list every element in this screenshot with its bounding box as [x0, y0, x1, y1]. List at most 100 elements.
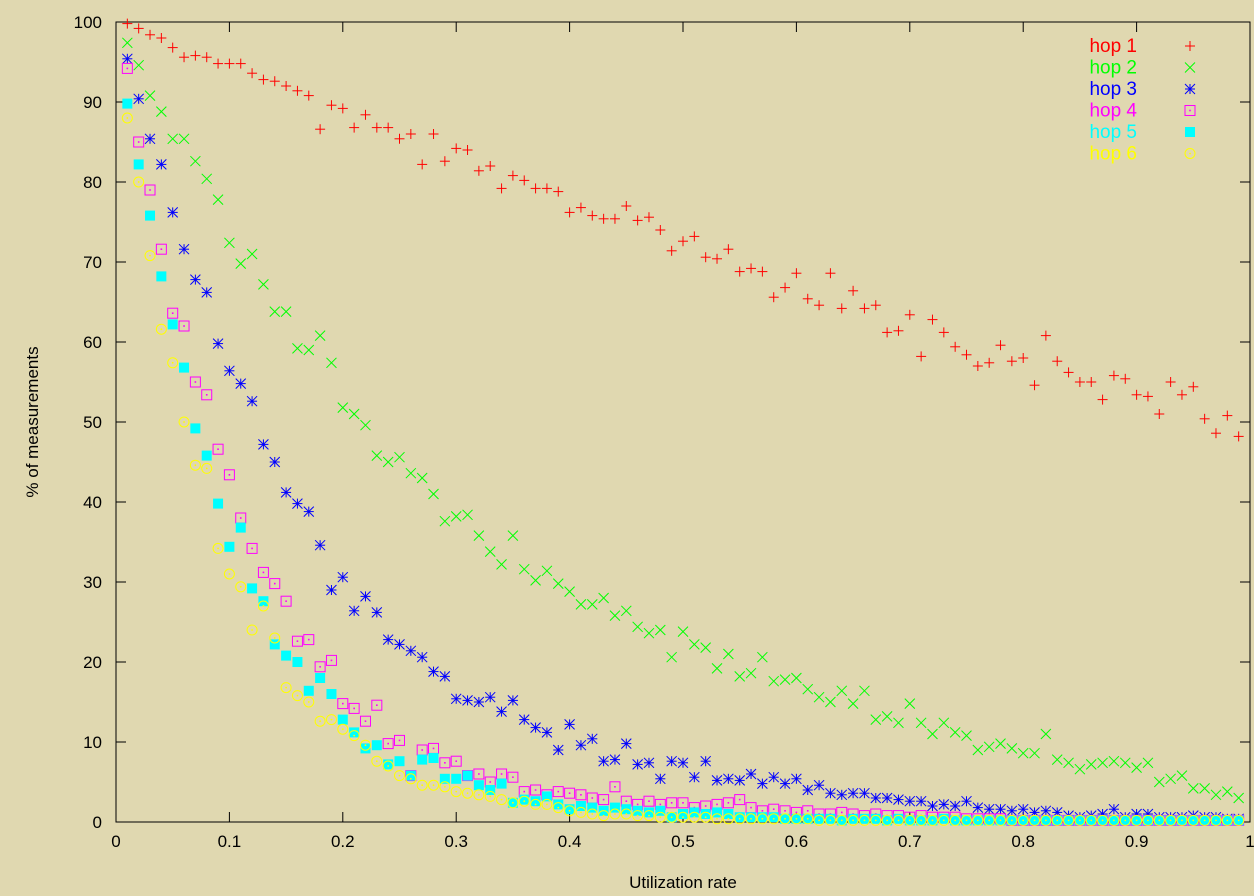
data-point — [144, 133, 156, 145]
data-point — [133, 159, 144, 170]
data-point — [734, 671, 746, 682]
data-point — [1187, 783, 1199, 794]
data-point — [1199, 814, 1211, 826]
data-point — [870, 813, 881, 824]
data-point — [451, 143, 462, 154]
y-tick-label: 70 — [83, 253, 102, 272]
data-point — [1086, 377, 1097, 387]
data-point — [1221, 786, 1233, 797]
data-point — [678, 236, 688, 247]
data-point — [1188, 381, 1199, 392]
data-point — [541, 791, 552, 802]
data-point — [371, 699, 383, 711]
data-point — [439, 781, 451, 793]
data-point — [394, 756, 405, 767]
data-point — [768, 292, 779, 303]
data-point — [802, 784, 814, 796]
data-point — [1040, 805, 1052, 817]
data-point — [224, 58, 235, 69]
data-point — [496, 183, 507, 194]
data-point — [643, 757, 655, 769]
data-point — [688, 639, 700, 650]
data-point — [677, 797, 689, 809]
data-point — [258, 74, 269, 85]
data-point — [450, 755, 462, 767]
data-point — [586, 792, 598, 804]
data-point — [1210, 428, 1221, 439]
legend-label: hop 1 — [1089, 36, 1137, 57]
data-point — [473, 165, 484, 176]
data-point — [394, 451, 405, 463]
data-point — [235, 258, 247, 269]
data-point — [598, 794, 610, 806]
data-point — [416, 779, 428, 791]
data-point — [552, 578, 564, 589]
series-hop-2 — [121, 37, 1245, 804]
data-point — [575, 599, 587, 610]
data-point — [235, 522, 246, 533]
data-point — [281, 81, 292, 91]
data-point — [870, 714, 882, 725]
data-point — [654, 811, 666, 823]
data-point — [167, 307, 179, 319]
data-point — [1029, 747, 1040, 759]
data-point — [609, 781, 621, 793]
data-point — [530, 784, 542, 796]
data-point — [984, 357, 995, 368]
data-point — [768, 675, 780, 687]
data-point — [723, 648, 734, 660]
data-point — [1040, 330, 1051, 341]
data-point — [485, 161, 496, 171]
data-point — [1176, 389, 1187, 400]
data-point — [133, 93, 145, 105]
data-point — [949, 727, 961, 738]
data-point — [519, 794, 530, 805]
data-point — [666, 245, 677, 256]
data-point — [995, 340, 1006, 351]
data-point — [620, 738, 632, 749]
legend-label: hop 3 — [1089, 79, 1137, 100]
data-point — [144, 90, 156, 101]
data-point — [620, 808, 632, 820]
data-point — [1018, 353, 1029, 363]
data-point — [745, 667, 757, 679]
data-point — [654, 624, 666, 636]
data-point — [1097, 394, 1108, 405]
data-point — [451, 773, 462, 784]
data-point — [643, 807, 654, 818]
data-point — [348, 730, 360, 742]
data-point — [814, 300, 825, 311]
data-point — [586, 733, 598, 745]
data-point — [1233, 431, 1244, 442]
data-point — [655, 805, 666, 816]
data-point — [586, 599, 598, 610]
data-point — [326, 689, 337, 699]
data-point — [1051, 754, 1063, 765]
data-point — [428, 742, 440, 754]
data-point — [428, 753, 439, 763]
data-point — [201, 450, 212, 461]
data-point — [337, 723, 349, 735]
data-point — [450, 511, 462, 522]
data-point — [530, 575, 541, 586]
data-point — [428, 129, 439, 139]
data-point — [314, 539, 326, 551]
data-point — [824, 814, 836, 826]
legend-label: hop 6 — [1089, 144, 1137, 165]
data-point — [292, 498, 303, 509]
data-point — [961, 795, 972, 807]
data-point — [280, 595, 292, 607]
data-point — [723, 773, 734, 785]
data-point — [700, 809, 711, 819]
data-point — [201, 287, 213, 298]
data-point — [314, 330, 326, 341]
data-point — [847, 814, 859, 826]
y-tick-label: 40 — [83, 493, 102, 512]
data-point — [722, 797, 734, 809]
data-point — [1131, 814, 1143, 826]
y-tick-label: 90 — [83, 93, 102, 112]
data-point — [927, 728, 938, 740]
data-point — [972, 361, 983, 371]
data-point — [745, 813, 757, 825]
